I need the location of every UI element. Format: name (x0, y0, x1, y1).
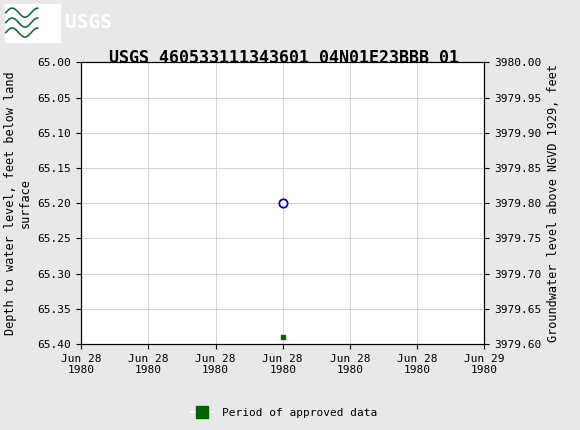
FancyBboxPatch shape (5, 3, 60, 42)
Y-axis label: Depth to water level, feet below land
surface: Depth to water level, feet below land su… (4, 71, 32, 335)
Legend: Period of approved data: Period of approved data (187, 403, 382, 422)
Y-axis label: Groundwater level above NGVD 1929, feet: Groundwater level above NGVD 1929, feet (547, 64, 560, 342)
Text: USGS: USGS (65, 13, 112, 32)
Text: USGS 460533111343601 04N01E23BBB 01: USGS 460533111343601 04N01E23BBB 01 (109, 49, 459, 68)
